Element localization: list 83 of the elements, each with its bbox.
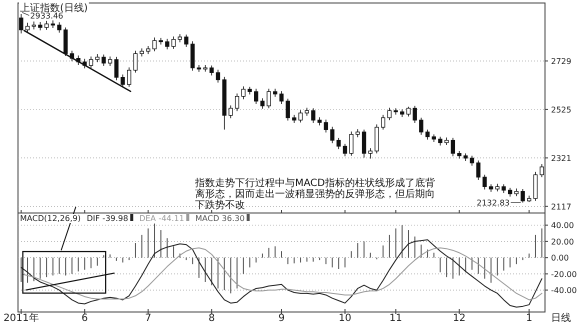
y-tick-label: 0.00 — [551, 254, 569, 263]
candlestick — [254, 88, 258, 104]
candlestick — [50, 20, 56, 28]
candlestick — [266, 88, 271, 109]
x-tick-label: 12 — [452, 313, 466, 322]
candlestick — [349, 131, 354, 156]
candlestick — [362, 129, 366, 158]
legend-label: MACD 36.30 — [195, 214, 245, 223]
candlestick — [19, 12, 24, 34]
candlestick — [184, 34, 188, 48]
candlestick — [260, 98, 265, 110]
candlestick — [286, 98, 290, 121]
y-tick-label: 2321 — [551, 154, 572, 163]
candlestick — [412, 105, 417, 124]
candlestick — [387, 107, 392, 121]
note: 2933.46 — [22, 11, 64, 20]
candlestick — [190, 40, 195, 72]
candlestick — [108, 56, 112, 66]
candlestick — [102, 54, 106, 66]
candlestick — [44, 20, 49, 30]
candlestick — [114, 56, 119, 81]
candlestick — [311, 108, 316, 124]
candlestick — [228, 104, 233, 119]
chart-title: MACD(12,26,9) — [20, 214, 81, 223]
x-tick-label: 2011年 — [3, 312, 39, 322]
legend-label: DIF -39.98 — [86, 214, 128, 223]
candlestick — [406, 106, 411, 117]
y-tick-label: 2525 — [551, 105, 572, 114]
candlestick — [133, 50, 138, 74]
candlestick — [324, 119, 328, 133]
candlestick — [152, 37, 157, 52]
candlestick — [279, 90, 284, 104]
candlestick — [380, 114, 386, 130]
candlestick — [64, 27, 68, 56]
y-tick-label: 20.00 — [551, 237, 574, 246]
candlestick — [120, 74, 125, 88]
candlestick — [298, 110, 303, 123]
candlestick — [482, 174, 487, 190]
candlestick — [32, 21, 36, 30]
y-tick-label: 40.00 — [551, 221, 574, 230]
x-tick-label: 7 — [144, 313, 152, 322]
annotation: 2933.46 — [30, 11, 64, 20]
candlestick — [241, 86, 246, 100]
line-series — [20, 247, 542, 300]
y-tick-label: 2729 — [551, 56, 572, 66]
line-series — [20, 239, 542, 308]
candlestick — [368, 148, 372, 159]
y-tick-label: -40.00 — [551, 286, 577, 296]
candlestick — [196, 64, 202, 72]
candlestick — [57, 22, 62, 34]
x-tick-label: 1 — [526, 313, 532, 322]
text: 日线 — [551, 312, 571, 322]
y-tick-label: 2117 — [551, 202, 572, 212]
candlestick — [342, 143, 348, 157]
candlestick — [216, 69, 220, 83]
candlestick — [540, 164, 544, 178]
candlestick — [374, 124, 379, 154]
candlestick — [450, 138, 456, 157]
x-tick-label: 8 — [208, 313, 215, 322]
x-tick-label: 10 — [338, 313, 352, 322]
x-tick-label: 6 — [81, 313, 88, 322]
candlestick — [520, 188, 525, 203]
annotation: 指数走势下行过程中与MACD指标的柱状线形成了底背离形态，因而走出一波稍显强势的反弹形态，但后期向下跌势不改 — [194, 177, 435, 211]
candlestick — [25, 22, 30, 33]
candlestick — [165, 38, 170, 50]
candlestick — [476, 160, 480, 180]
candlestick — [88, 56, 94, 68]
y-tick-label: -20.00 — [551, 270, 577, 279]
candlestick — [171, 36, 176, 50]
candlestick — [210, 65, 214, 76]
chart-title: 上证指数(日线) — [20, 2, 88, 14]
candlestick — [127, 66, 132, 88]
x-tick-label: 9 — [278, 313, 285, 322]
x-tick-label: 11 — [389, 313, 402, 322]
annotation: 2132.83 — [476, 198, 510, 208]
candlestick — [330, 126, 334, 144]
candlestick — [234, 93, 240, 112]
candlestick — [336, 138, 341, 150]
candlestick — [533, 172, 538, 202]
legend-label: DEA -44.11 — [139, 214, 184, 223]
candlestick — [419, 117, 424, 136]
candlestick — [470, 155, 474, 166]
candlestick — [425, 129, 430, 140]
